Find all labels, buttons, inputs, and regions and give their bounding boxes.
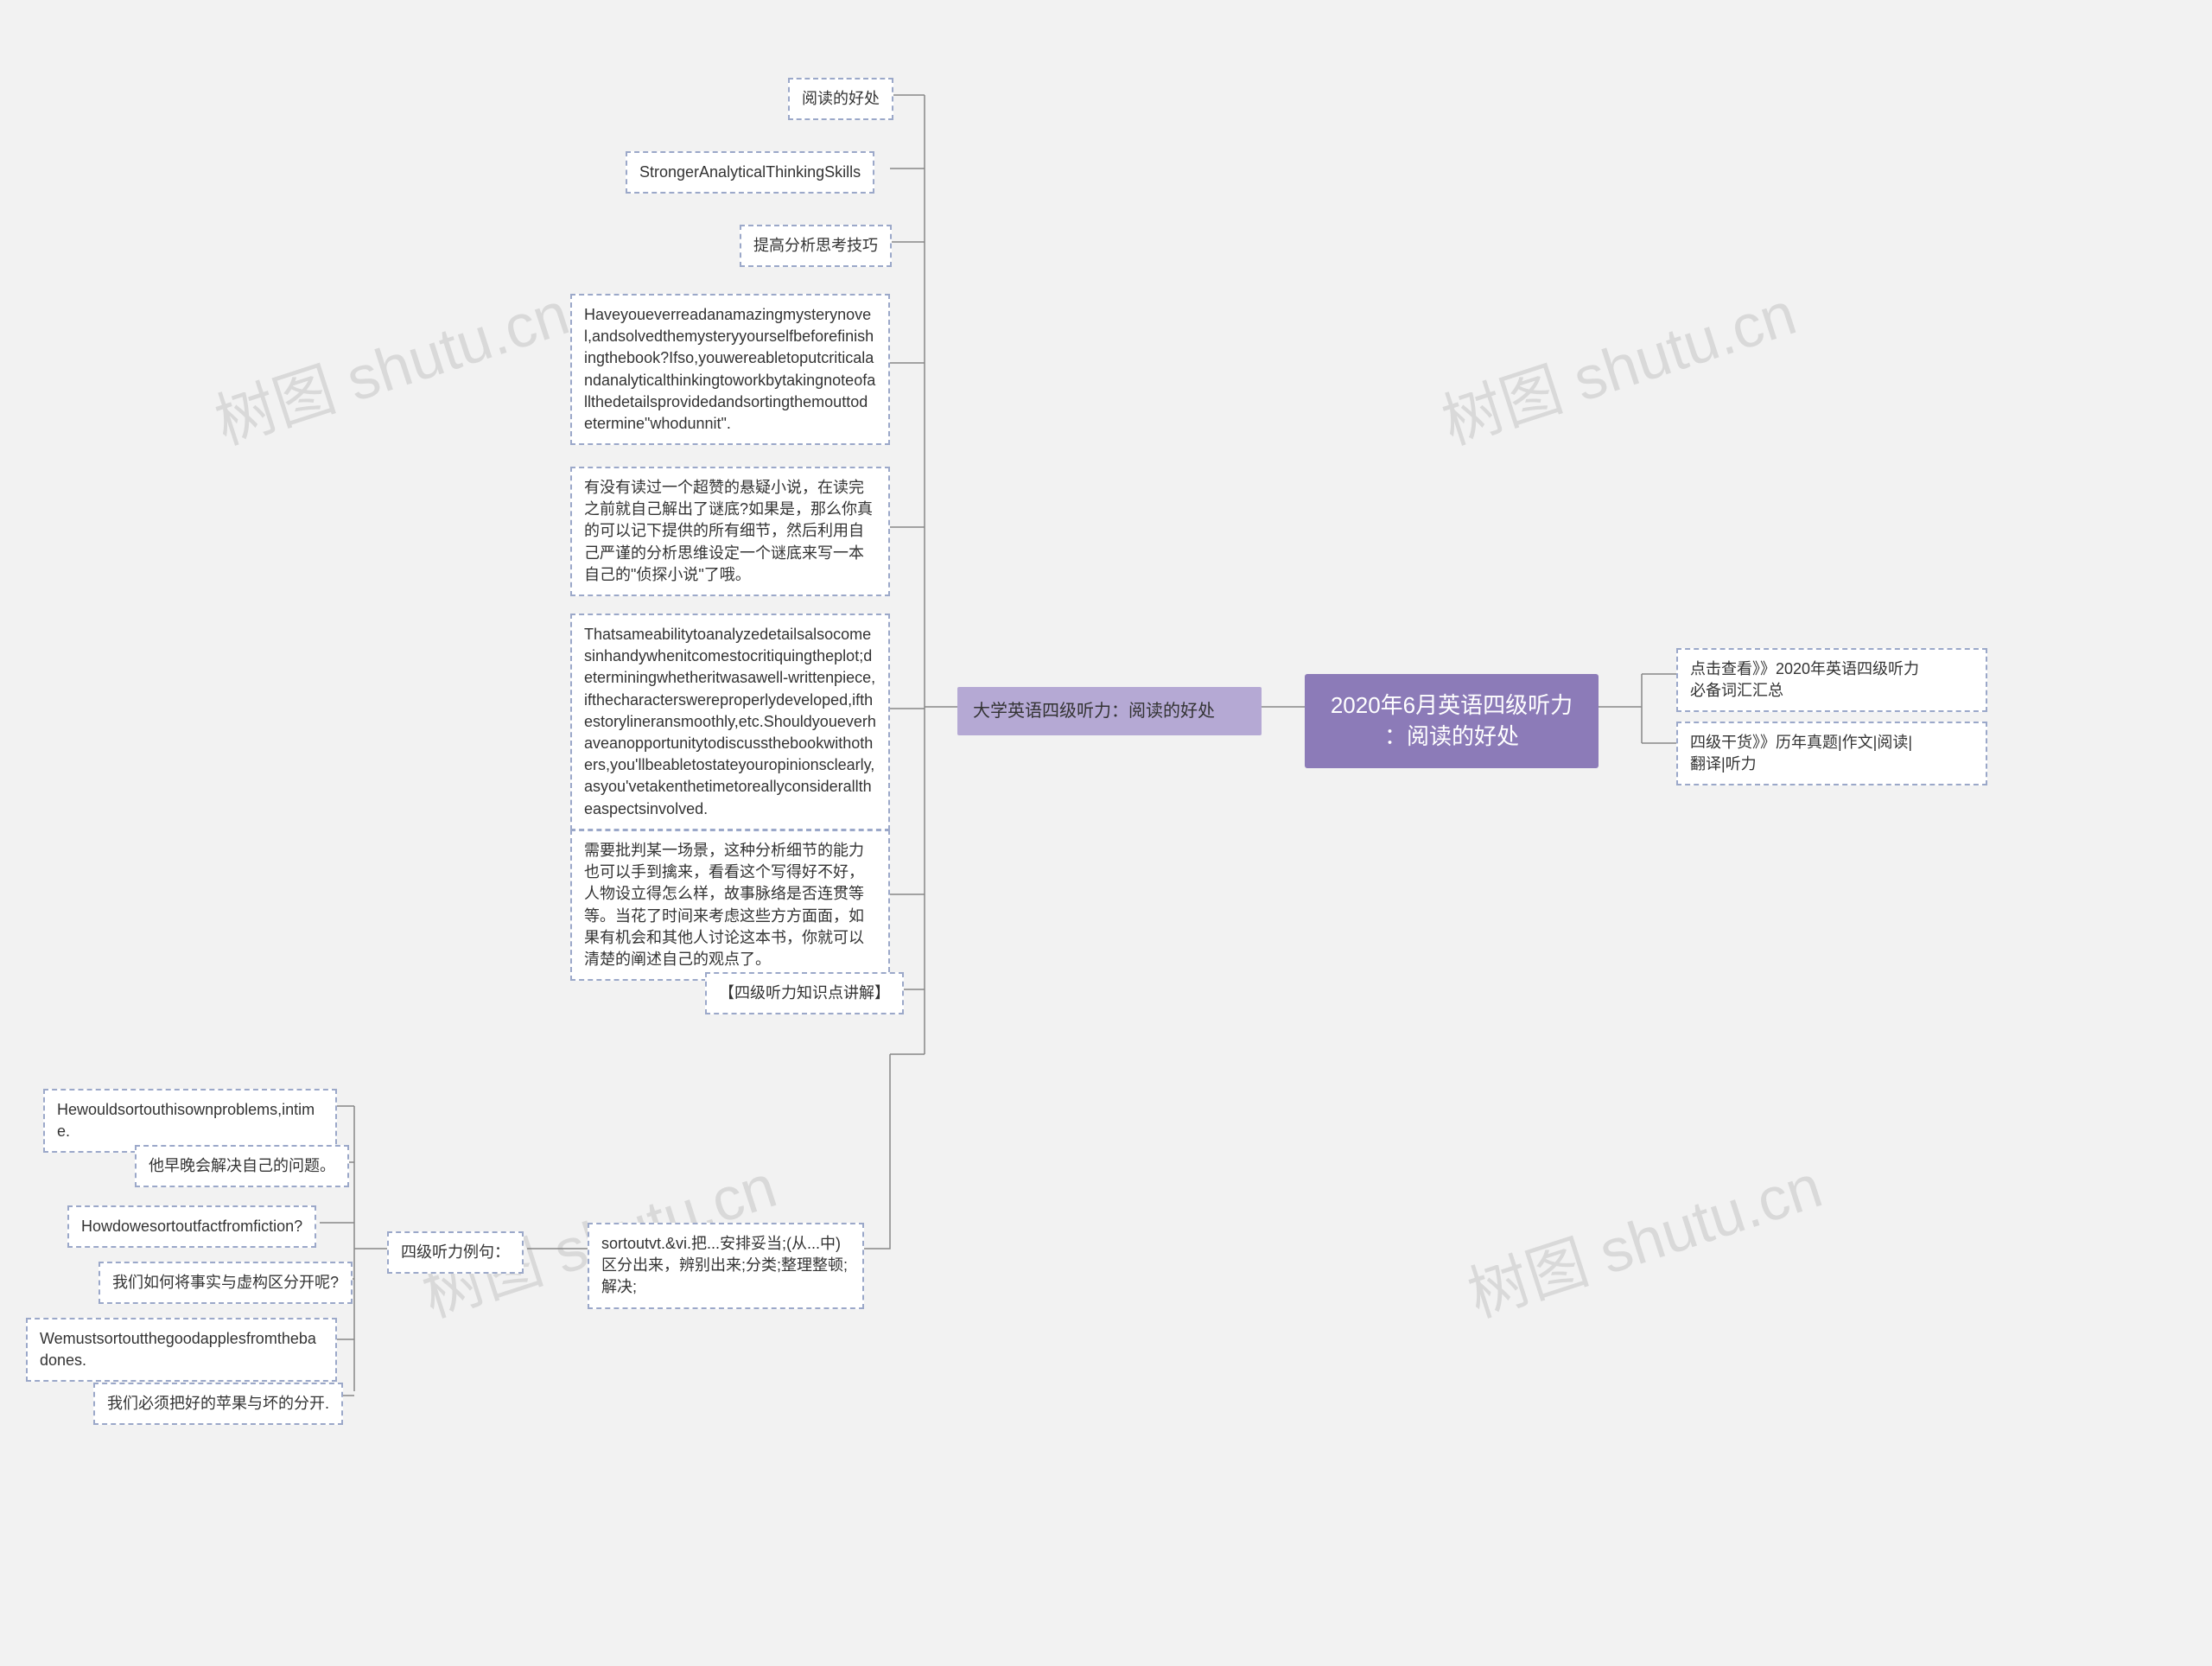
example-e4[interactable]: 我们如何将事实与虚构区分开呢?	[99, 1262, 353, 1304]
watermark: 树图 shutu.cn	[1456, 1138, 1832, 1334]
node-n9[interactable]: sortoutvt.&vi.把...安排妥当;(从...中)区分出来，辨别出来;…	[588, 1223, 864, 1309]
node-n3-text: 提高分析思考技巧	[753, 237, 878, 254]
right-link-2[interactable]: 四级干货》》历年真题|作文|阅读| 翻译|听力	[1676, 722, 1987, 785]
node-n9-text: sortoutvt.&vi.把...安排妥当;(从...中)区分出来，辨别出来;…	[601, 1235, 848, 1295]
node-n1[interactable]: 阅读的好处	[788, 78, 893, 120]
node-n5-text: 有没有读过一个超赞的悬疑小说，在读完之前就自己解出了谜底?如果是，那么你真的可以…	[584, 479, 873, 583]
example-e3[interactable]: Howdowesortoutfactfromfiction?	[67, 1205, 316, 1248]
center-line1: 2020年6月英语四级听力	[1331, 692, 1573, 718]
left-branch-label[interactable]: 大学英语四级听力：阅读的好处	[957, 687, 1262, 735]
example-e4-text: 我们如何将事实与虚构区分开呢?	[112, 1274, 339, 1291]
right-link-1-line2: 必备词汇汇总	[1690, 682, 1783, 699]
node-n6[interactable]: Thatsameabilitytoanalyzedetailsalsocomes…	[570, 614, 890, 830]
example-e2-text: 他早晚会解决自己的问题。	[149, 1157, 335, 1174]
node-n4[interactable]: Haveyoueverreadanamazingmysterynovel,and…	[570, 294, 890, 445]
node-n3[interactable]: 提高分析思考技巧	[740, 225, 892, 267]
node-n7[interactable]: 需要批判某一场景，这种分析细节的能力也可以手到擒来，看看这个写得好不好，人物设立…	[570, 830, 890, 981]
node-n5[interactable]: 有没有读过一个超赞的悬疑小说，在读完之前就自己解出了谜底?如果是，那么你真的可以…	[570, 467, 890, 596]
node-n7-text: 需要批判某一场景，这种分析细节的能力也可以手到擒来，看看这个写得好不好，人物设立…	[584, 842, 864, 968]
node-n6-text: Thatsameabilitytoanalyzedetailsalsocomes…	[584, 626, 876, 817]
right-link-2-line1: 四级干货》》历年真题|作文|阅读|	[1690, 734, 1912, 751]
node-n8-text: 【四级听力知识点讲解】	[719, 984, 890, 1002]
example-e6[interactable]: 我们必须把好的苹果与坏的分开.	[93, 1383, 343, 1425]
left-branch-text: 大学英语四级听力：阅读的好处	[973, 702, 1215, 721]
node-n1-text: 阅读的好处	[802, 90, 880, 107]
example-e1-text: Hewouldsortouthisownproblems,intime.	[57, 1101, 315, 1140]
node-n2-text: StrongerAnalyticalThinkingSkills	[639, 163, 861, 181]
right-link-1[interactable]: 点击查看》》2020年英语四级听力 必备词汇汇总	[1676, 648, 1987, 712]
node-n2[interactable]: StrongerAnalyticalThinkingSkills	[626, 151, 874, 194]
right-link-2-line2: 翻译|听力	[1690, 755, 1757, 773]
center-topic[interactable]: 2020年6月英语四级听力 ：阅读的好处	[1305, 674, 1599, 768]
example-e6-text: 我们必须把好的苹果与坏的分开.	[107, 1395, 329, 1412]
watermark: 树图 shutu.cn	[203, 265, 579, 461]
right-link-1-line1: 点击查看》》2020年英语四级听力	[1690, 660, 1919, 677]
example-e1[interactable]: Hewouldsortouthisownproblems,intime.	[43, 1089, 337, 1153]
watermark: 树图 shutu.cn	[1430, 265, 1806, 461]
example-e3-text: Howdowesortoutfactfromfiction?	[81, 1218, 302, 1235]
example-e2[interactable]: 他早晚会解决自己的问题。	[135, 1145, 349, 1187]
node-n4-text: Haveyoueverreadanamazingmysterynovel,and…	[584, 306, 875, 432]
example-label-text: 四级听力例句：	[401, 1243, 510, 1261]
example-label[interactable]: 四级听力例句：	[387, 1231, 524, 1274]
center-line2: ：阅读的好处	[1384, 723, 1519, 749]
example-e5-text: Wemustsortoutthegoodapplesfromthebadones…	[40, 1330, 316, 1369]
example-e5[interactable]: Wemustsortoutthegoodapplesfromthebadones…	[26, 1318, 337, 1382]
node-n8[interactable]: 【四级听力知识点讲解】	[705, 972, 904, 1014]
